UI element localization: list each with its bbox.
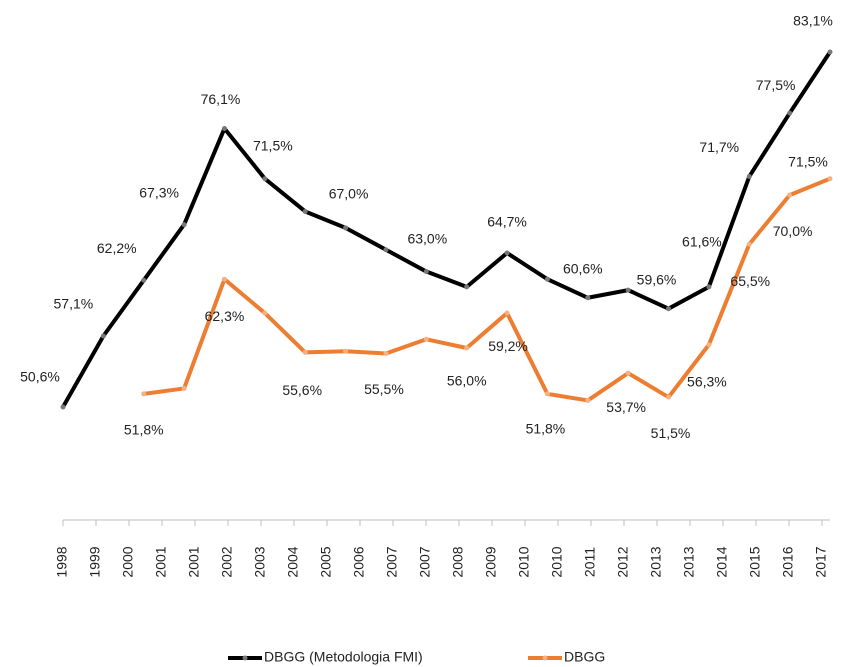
data-label: 51,8% — [526, 421, 566, 437]
series-line — [61, 50, 832, 408]
data-point — [262, 176, 268, 182]
data-label: 67,0% — [329, 186, 369, 202]
data-point — [302, 208, 308, 214]
data-point — [666, 306, 672, 312]
data-label: 64,7% — [487, 214, 527, 230]
data-label: 55,6% — [282, 382, 322, 398]
x-tick-label: 2016 — [780, 546, 796, 577]
data-label: 65,5% — [730, 273, 770, 289]
data-point — [504, 250, 510, 256]
data-point — [827, 49, 833, 55]
data-label: 62,3% — [205, 308, 245, 324]
x-tick-label: 2010 — [516, 546, 532, 577]
data-point — [625, 287, 631, 293]
x-tick-label: 2002 — [219, 546, 235, 577]
data-point — [706, 284, 712, 290]
data-label: 76,1% — [201, 91, 241, 107]
data-point — [746, 174, 752, 180]
data-point — [181, 222, 187, 228]
x-tick-label: 2009 — [483, 546, 499, 577]
x-tick-label: 2014 — [714, 546, 730, 577]
data-point — [544, 276, 550, 282]
data-point — [746, 241, 752, 247]
x-tick-label: 1999 — [87, 546, 103, 577]
data-point — [141, 277, 147, 283]
data-label: 71,7% — [699, 139, 739, 155]
x-tick-label: 2007 — [384, 546, 400, 577]
x-tick-label: 2008 — [450, 546, 466, 577]
data-point — [343, 225, 349, 231]
data-label: 83,1% — [793, 13, 833, 29]
x-tick-label: 2007 — [417, 546, 433, 577]
data-point — [787, 192, 793, 198]
data-point — [666, 394, 672, 400]
legend-marker — [542, 655, 548, 661]
x-tick-label: 2006 — [351, 546, 367, 577]
data-label: 53,7% — [606, 399, 646, 415]
x-tick-label: 2012 — [615, 546, 631, 577]
x-tick-label: 1998 — [54, 546, 70, 577]
data-point — [262, 310, 268, 316]
data-point — [343, 348, 349, 354]
x-tick-label: 2001 — [186, 546, 202, 577]
data-point — [585, 295, 591, 301]
data-label: 57,1% — [54, 296, 94, 312]
data-label: 56,0% — [447, 373, 487, 389]
x-tick-label: 2017 — [813, 546, 829, 577]
data-point — [302, 349, 308, 355]
data-label: 71,5% — [788, 153, 828, 169]
data-point — [504, 310, 510, 316]
data-point — [423, 336, 429, 342]
data-point — [423, 269, 429, 275]
legend-marker — [242, 655, 248, 661]
data-point — [625, 370, 631, 376]
data-point — [464, 345, 470, 351]
data-label: 63,0% — [407, 230, 447, 246]
data-point — [221, 125, 227, 131]
data-point — [827, 176, 833, 182]
x-tick-label: 2005 — [318, 546, 334, 577]
data-label: 60,6% — [563, 260, 603, 276]
data-label: 62,2% — [97, 240, 137, 256]
data-label: 51,5% — [651, 425, 691, 441]
data-point — [181, 385, 187, 391]
x-tick-label: 2004 — [285, 546, 301, 577]
x-tick-label: 2011 — [582, 547, 598, 577]
legend-label: DBGG (Metodologia FMI) — [264, 649, 423, 665]
data-point — [706, 342, 712, 348]
data-label: 59,6% — [637, 271, 677, 287]
data-point — [787, 110, 793, 116]
legend-label: DBGG — [564, 649, 605, 665]
data-point — [464, 284, 470, 290]
data-label: 77,5% — [756, 77, 796, 93]
series-line — [143, 176, 831, 403]
x-tick-label: 2000 — [120, 546, 136, 577]
data-label: 67,3% — [139, 184, 179, 200]
x-tick-label: 2013 — [681, 546, 697, 577]
x-tick-label: 2013 — [648, 546, 664, 577]
data-point — [221, 276, 227, 282]
data-point — [585, 397, 591, 403]
data-label: 70,0% — [773, 223, 813, 239]
data-point — [383, 247, 389, 253]
x-tick-label: 2010 — [549, 546, 565, 577]
data-label: 51,8% — [124, 422, 164, 438]
data-point — [383, 350, 389, 356]
data-label: 59,2% — [488, 338, 528, 354]
data-label: 55,5% — [364, 381, 404, 397]
data-point — [141, 391, 147, 397]
data-label: 56,3% — [687, 373, 727, 389]
data-label: 61,6% — [682, 234, 722, 250]
data-point — [544, 391, 550, 397]
x-tick-label: 2003 — [252, 546, 268, 577]
data-point — [100, 333, 106, 339]
data-label: 71,5% — [253, 137, 293, 153]
x-tick-label: 2015 — [747, 546, 763, 577]
data-label: 50,6% — [20, 369, 60, 385]
data-point — [60, 404, 66, 410]
x-tick-label: 2001 — [153, 546, 169, 577]
